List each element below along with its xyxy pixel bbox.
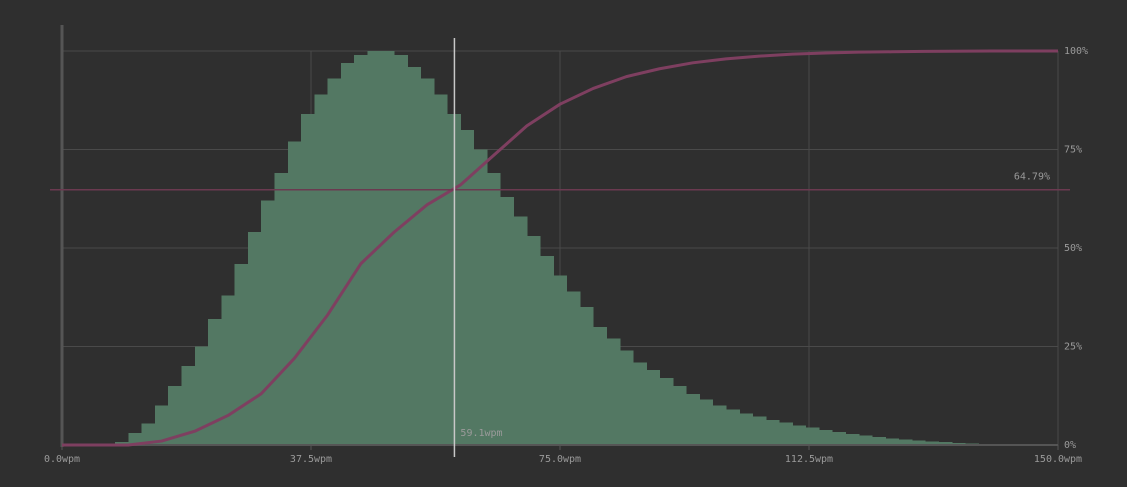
histogram-bar (500, 196, 515, 445)
histogram-bar (407, 66, 422, 445)
histogram-bar (340, 62, 355, 445)
histogram-bar (513, 216, 528, 445)
histogram-bar (858, 435, 873, 445)
histogram-bar (765, 419, 780, 445)
histogram-bar (872, 437, 886, 445)
histogram-bar (686, 393, 700, 445)
histogram-bar (314, 94, 329, 445)
y-tick-label: 25% (1064, 342, 1082, 353)
histogram-bar (367, 51, 382, 445)
histogram-bar (287, 141, 302, 445)
histogram-bar (194, 346, 209, 445)
histogram-bar (141, 423, 156, 445)
histogram-bar (115, 441, 129, 445)
histogram-bar (579, 307, 594, 445)
histogram-bar (181, 366, 196, 445)
histogram-bar (752, 416, 767, 445)
histogram-bar (659, 378, 674, 445)
overlay: 0% 25% 50% 75% 100% 0.0wpm 37.5wpm 75.0wpm 112.5… (44, 25, 1088, 465)
histogram-bar (301, 114, 315, 445)
histogram-bar (154, 405, 169, 445)
histogram-bar (832, 431, 847, 445)
histogram-bar (168, 385, 183, 445)
histogram-bar (460, 129, 475, 446)
histogram-bar (526, 236, 541, 445)
histogram-bar (845, 433, 860, 445)
x-tick-label: 0.0wpm (44, 454, 80, 465)
histogram-bar (486, 173, 501, 445)
histogram-bar (420, 78, 435, 445)
x-tick-label: 112.5wpm (785, 454, 833, 465)
y-tick-label: 50% (1064, 243, 1082, 254)
histogram-bar (261, 200, 275, 445)
histogram-bar (712, 405, 727, 445)
histogram-bar (247, 232, 262, 445)
y-tick-label: 100% (1064, 46, 1088, 57)
histogram-bar (208, 318, 222, 445)
histogram-bar (128, 433, 143, 445)
histogram-bar (633, 362, 647, 445)
histogram-bar (274, 173, 289, 445)
histogram-bar (473, 149, 488, 445)
x-tick-label: 150.0wpm (1034, 454, 1082, 465)
histogram-bar (739, 413, 754, 445)
histogram-bar (433, 94, 448, 445)
histogram-bar (354, 54, 368, 445)
histogram-bar (221, 295, 236, 445)
y-tick-label: 0% (1064, 440, 1076, 451)
marker-y-label: 64.79% (1014, 172, 1050, 183)
y-tick-label: 75% (1064, 145, 1082, 156)
histogram-bar (619, 350, 634, 445)
histogram-bar (938, 442, 953, 445)
histogram-bar (380, 51, 395, 445)
histogram-bar (818, 430, 833, 445)
histogram-bar (779, 422, 793, 445)
histogram-bar (699, 399, 714, 445)
histogram-bar (792, 425, 807, 445)
x-tick-label: 37.5wpm (290, 454, 332, 465)
histogram-bar (911, 440, 926, 445)
histogram-bar (327, 78, 342, 445)
histogram-bar (672, 385, 687, 445)
cumulative-line (62, 49, 1058, 447)
histogram-bar (646, 370, 661, 445)
histogram-bar (885, 438, 900, 445)
histogram (115, 51, 1046, 446)
histogram-bar (606, 338, 621, 445)
histogram-bar (726, 409, 740, 445)
histogram-bar (234, 263, 249, 445)
histogram-bar (553, 275, 568, 445)
histogram-bar (566, 291, 581, 445)
histogram-bar (898, 439, 913, 445)
histogram-bar (925, 441, 939, 445)
histogram-bar (394, 54, 408, 445)
x-tick-label: 75.0wpm (539, 454, 581, 465)
marker-x-label: 59.1wpm (460, 428, 502, 439)
histogram-bar (805, 427, 820, 445)
histogram-bar (540, 255, 554, 445)
histogram-bar (593, 326, 607, 445)
